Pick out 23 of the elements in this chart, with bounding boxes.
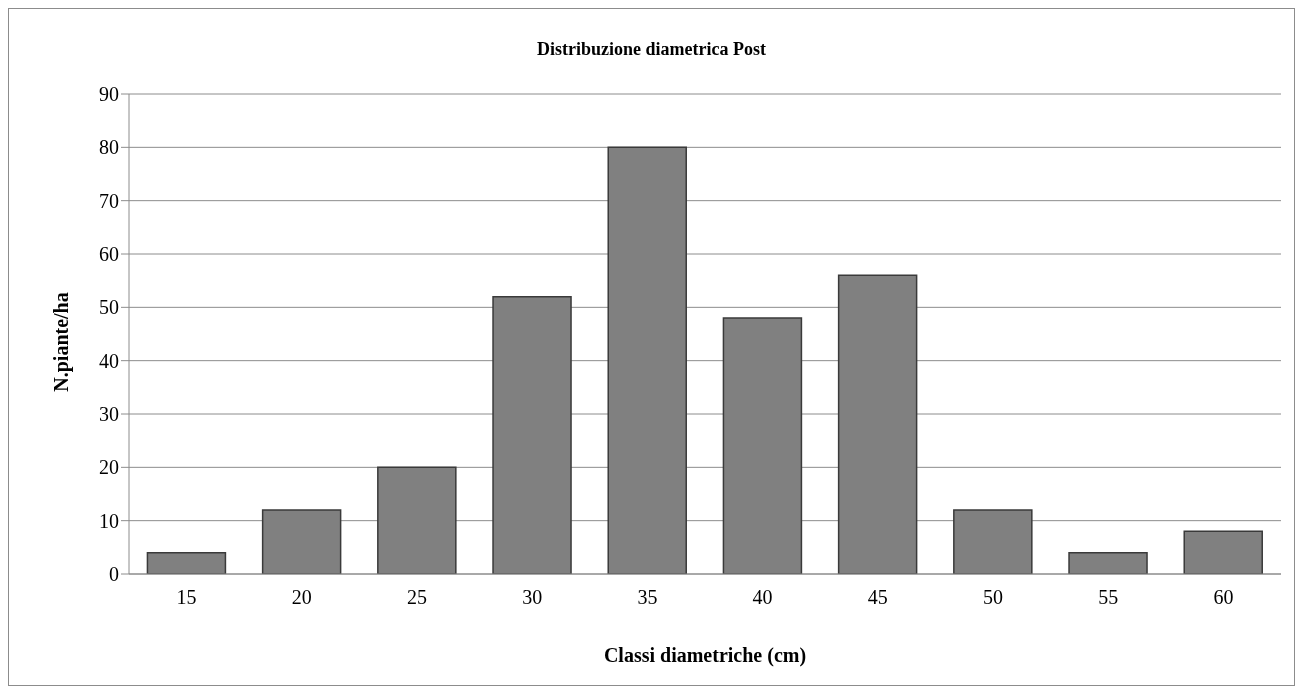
y-tick-label: 90	[99, 83, 119, 106]
x-tick-label: 30	[522, 586, 543, 609]
y-tick-label: 10	[99, 509, 119, 532]
x-tick-label: 25	[407, 586, 427, 609]
y-tick-label: 50	[99, 296, 119, 319]
x-tick-label: 60	[1213, 586, 1234, 609]
y-tick-label: 80	[99, 136, 119, 159]
x-tick-label: 45	[867, 586, 888, 609]
y-tick-label: 0	[109, 563, 119, 586]
y-tick-label: 60	[99, 243, 119, 266]
chart-title: Distribuzione diametrica Post	[536, 39, 767, 60]
y-axis-title: N.piante/ha	[49, 292, 73, 392]
y-tick-label: 30	[99, 403, 119, 426]
y-tick-label: 70	[99, 189, 119, 212]
x-tick-label: 15	[176, 586, 197, 609]
y-tick-label: 20	[99, 456, 119, 479]
x-tick-label: 20	[291, 586, 312, 609]
x-tick-label: 50	[983, 586, 1003, 609]
y-tick-label: 40	[99, 349, 119, 372]
x-tick-label: 55	[1098, 586, 1119, 609]
x-tick-label: 40	[752, 586, 773, 609]
x-axis-title: Classi diametriche (cm)	[602, 644, 808, 667]
x-tick-label: 35	[637, 586, 658, 609]
